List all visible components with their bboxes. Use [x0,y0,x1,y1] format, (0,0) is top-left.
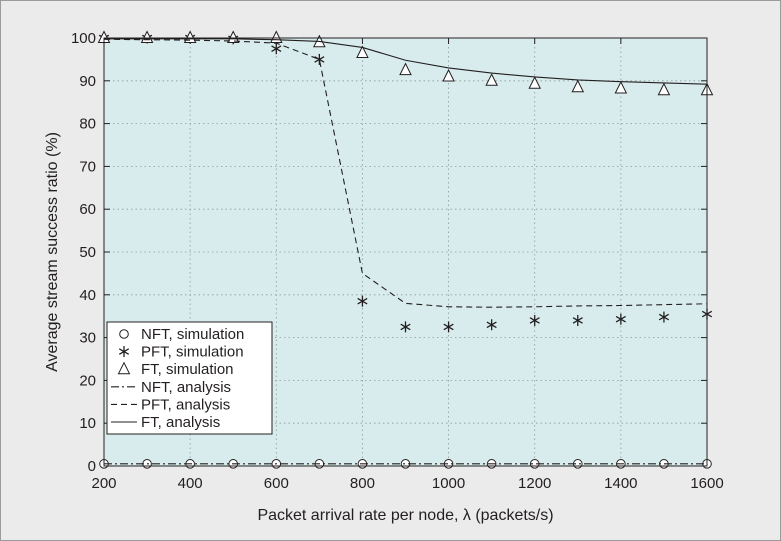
y-axis-tick-labels: 0 10 20 30 40 50 60 70 80 90 100 [71,30,96,475]
point-pft-simulation [615,313,626,325]
point-ft-simulation [485,73,498,86]
point-ft-simulation [657,82,671,96]
x-tick-label: 1600 [690,475,723,492]
x-axis-tick-labels: 200 400 600 800 1000 1200 1400 1600 [91,475,723,492]
series-pft-analysis [103,38,708,308]
point-ft-simulation [399,62,412,76]
point-ft-simulation [528,76,542,89]
legend-label: FT, simulation [141,361,234,378]
legend-label: PFT, simulation [141,344,244,361]
point-pft-simulation [658,311,670,323]
legend-item-pft-simulation: PFT, simulation [118,344,244,361]
point-pft-simulation [529,314,540,326]
y-tick-label: 0 [88,458,96,475]
legend-box [106,321,273,435]
point-pft-simulation [400,321,411,333]
x-tick-label: 1200 [518,475,551,492]
line-ft-analysis [104,38,708,85]
y-tick-label: 80 [79,116,96,133]
y-tick-label: 20 [79,372,96,389]
legend-item-ft-analysis: FT, analysis [111,414,220,431]
point-ft-simulation [269,30,283,43]
x-axis-label: Packet arrival rate per node, λ (packets… [257,507,553,524]
point-pft-simulation [271,43,282,55]
y-tick-label: 10 [79,415,96,432]
y-axis-label: Average stream success ratio (%) [44,132,61,372]
point-ft-simulation [183,30,197,43]
point-ft-simulation [571,79,585,93]
legend-marker-ft-simulation [117,361,131,375]
x-tick-label: 400 [178,475,203,492]
line-pft-analysis [103,38,708,308]
legend-marker-nft-simulation [119,329,129,339]
series-ft-analysis [104,38,708,85]
legend-label: FT, analysis [141,414,220,431]
legend-item-ft-simulation: FT, simulation [117,361,234,378]
legend-marker-pft-simulation [118,346,130,358]
point-pft-simulation [486,319,497,331]
x-tick-label: 600 [264,475,289,492]
x-tick-label: 800 [350,475,375,492]
point-ft-simulation [140,30,154,43]
y-tick-label: 60 [79,201,96,218]
legend-label: PFT, analysis [141,396,230,413]
x-tick-label: 200 [91,475,116,492]
point-pft-simulation [357,295,368,307]
x-tick-label: 1400 [604,475,637,492]
y-tick-label: 90 [79,73,96,90]
legend-item-nft-analysis: NFT, analysis [111,379,231,396]
y-tick-label: 70 [79,158,96,175]
legend-item-nft-simulation: NFT, simulation [119,326,244,343]
y-tick-label: 100 [71,30,96,47]
y-tick-label: 30 [79,330,96,347]
y-tick-label: 50 [79,244,96,261]
point-ft-simulation [226,30,240,43]
point-pft-simulation [314,53,325,65]
x-tick-label: 1000 [432,475,465,492]
legend-item-pft-analysis: PFT, analysis [111,396,230,413]
plot-border [103,37,708,467]
legend-label: NFT, simulation [141,326,244,343]
y-tick-label: 40 [79,287,96,304]
point-ft-simulation [356,45,369,58]
legend-label: NFT, analysis [141,379,231,396]
point-ft-simulation [614,80,628,94]
point-ft-simulation [442,68,455,82]
point-pft-simulation [443,321,454,333]
data-series [97,30,714,469]
point-pft-simulation [572,314,583,326]
